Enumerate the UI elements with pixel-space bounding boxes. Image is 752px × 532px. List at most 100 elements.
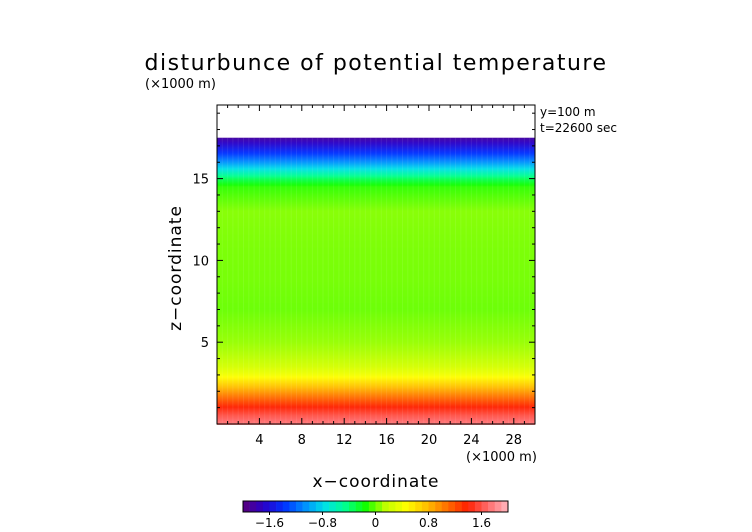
colorbar-segment	[388, 501, 396, 512]
heatmap-cell	[217, 377, 535, 379]
colorbar-segment	[395, 501, 403, 512]
colorbar-segment	[342, 501, 350, 512]
heatmap-cell	[217, 297, 535, 299]
heatmap-cell	[217, 295, 535, 297]
heatmap-cell	[217, 155, 535, 157]
heatmap-cell	[217, 324, 535, 326]
heatmap-cell	[217, 286, 535, 288]
heatmap-cell	[217, 403, 535, 405]
heatmap-cell	[217, 137, 535, 139]
heatmap-cell	[217, 341, 535, 343]
x-tick-label: 12	[336, 433, 353, 448]
heatmap-cell	[217, 378, 535, 380]
heatmap-cell	[217, 174, 535, 176]
heatmap-cell	[217, 197, 535, 199]
heatmap-cell	[217, 292, 535, 294]
heatmap-cell	[217, 238, 535, 240]
heatmap-cell	[217, 192, 535, 194]
colorbar-segment	[362, 501, 370, 512]
heatmap-cell	[217, 334, 535, 336]
heatmap-cell	[217, 357, 535, 359]
heatmap-cell	[217, 246, 535, 248]
heatmap-cell	[217, 190, 535, 192]
heatmap-cell	[217, 293, 535, 295]
heatmap-cell	[217, 236, 535, 238]
heatmap-cell	[217, 226, 535, 228]
heatmap-cell	[217, 202, 535, 204]
heatmap-cell	[217, 272, 535, 274]
plot-area	[216, 137, 536, 425]
heatmap-cell	[217, 191, 535, 193]
x-tick-label: 24	[463, 433, 480, 448]
heatmap-cell	[217, 373, 535, 375]
heatmap-cell	[217, 331, 535, 333]
colorbar-segment	[289, 501, 297, 512]
heatmap-cell	[217, 354, 535, 356]
heatmap-cell	[217, 342, 535, 344]
heatmap-cell	[217, 346, 535, 348]
heatmap-cell	[217, 235, 535, 237]
heatmap-cell	[217, 232, 535, 234]
heatmap-cell	[217, 140, 535, 142]
heatmap-cell	[217, 143, 535, 145]
heatmap-cell	[217, 387, 535, 389]
heatmap-cell	[217, 410, 535, 412]
heatmap-cell	[217, 333, 535, 335]
x-tick-label: 20	[421, 433, 438, 448]
heatmap-cell	[217, 369, 535, 371]
heatmap-cell	[217, 364, 535, 366]
heatmap-cell	[217, 376, 535, 378]
heatmap-cell	[217, 343, 535, 345]
colorbar-segment	[282, 501, 290, 512]
heatmap-cell	[217, 306, 535, 308]
heatmap-cell	[217, 271, 535, 273]
heatmap-cell	[217, 215, 535, 217]
heatmap-cell	[217, 393, 535, 395]
heatmap-cell	[217, 278, 535, 280]
colorbar-tick-label: 1.6	[472, 516, 491, 530]
heatmap-cell	[217, 255, 535, 257]
colorbar-segment	[262, 501, 270, 512]
heatmap-cell	[217, 335, 535, 337]
colorbar-segment	[322, 501, 330, 512]
heatmap-cell	[217, 173, 535, 175]
heatmap-cell	[217, 386, 535, 388]
heatmap-cell	[217, 258, 535, 260]
heatmap-cell	[217, 159, 535, 161]
heatmap-cell	[217, 414, 535, 416]
heatmap-cell	[217, 219, 535, 221]
heatmap-cell	[217, 325, 535, 327]
heatmap-cell	[217, 259, 535, 261]
heatmap-cell	[217, 244, 535, 246]
heatmap-cell	[217, 314, 535, 316]
heatmap-cell	[217, 350, 535, 352]
heatmap-cell	[217, 407, 535, 409]
heatmap-cell	[217, 383, 535, 385]
heatmap-cell	[217, 409, 535, 411]
heatmap-cell	[217, 166, 535, 168]
heatmap-cell	[217, 189, 535, 191]
heatmap-cell	[217, 251, 535, 253]
heatmap-cell	[217, 303, 535, 305]
heatmap-cell	[217, 413, 535, 415]
heatmap-cell	[217, 388, 535, 390]
heatmap-cell	[217, 141, 535, 143]
colorbar-segment	[455, 501, 462, 512]
y-axis-label: z−coordinate	[166, 205, 186, 331]
heatmap-cell	[217, 355, 535, 357]
colorbar-segment	[481, 501, 489, 512]
heatmap-cell	[217, 148, 535, 150]
heatmap-cell	[217, 273, 535, 275]
heatmap-cell	[217, 384, 535, 386]
heatmap-cell	[217, 209, 535, 211]
y-tick-label: 10	[192, 254, 209, 269]
heatmap-cell	[217, 267, 535, 269]
heatmap-cell	[217, 280, 535, 282]
colorbar-segment	[474, 501, 482, 512]
heatmap-cell	[217, 164, 535, 166]
heatmap-cell	[217, 214, 535, 216]
heatmap-cell	[217, 184, 535, 186]
heatmap-cell	[217, 352, 535, 354]
colorbar-segment	[355, 501, 363, 512]
